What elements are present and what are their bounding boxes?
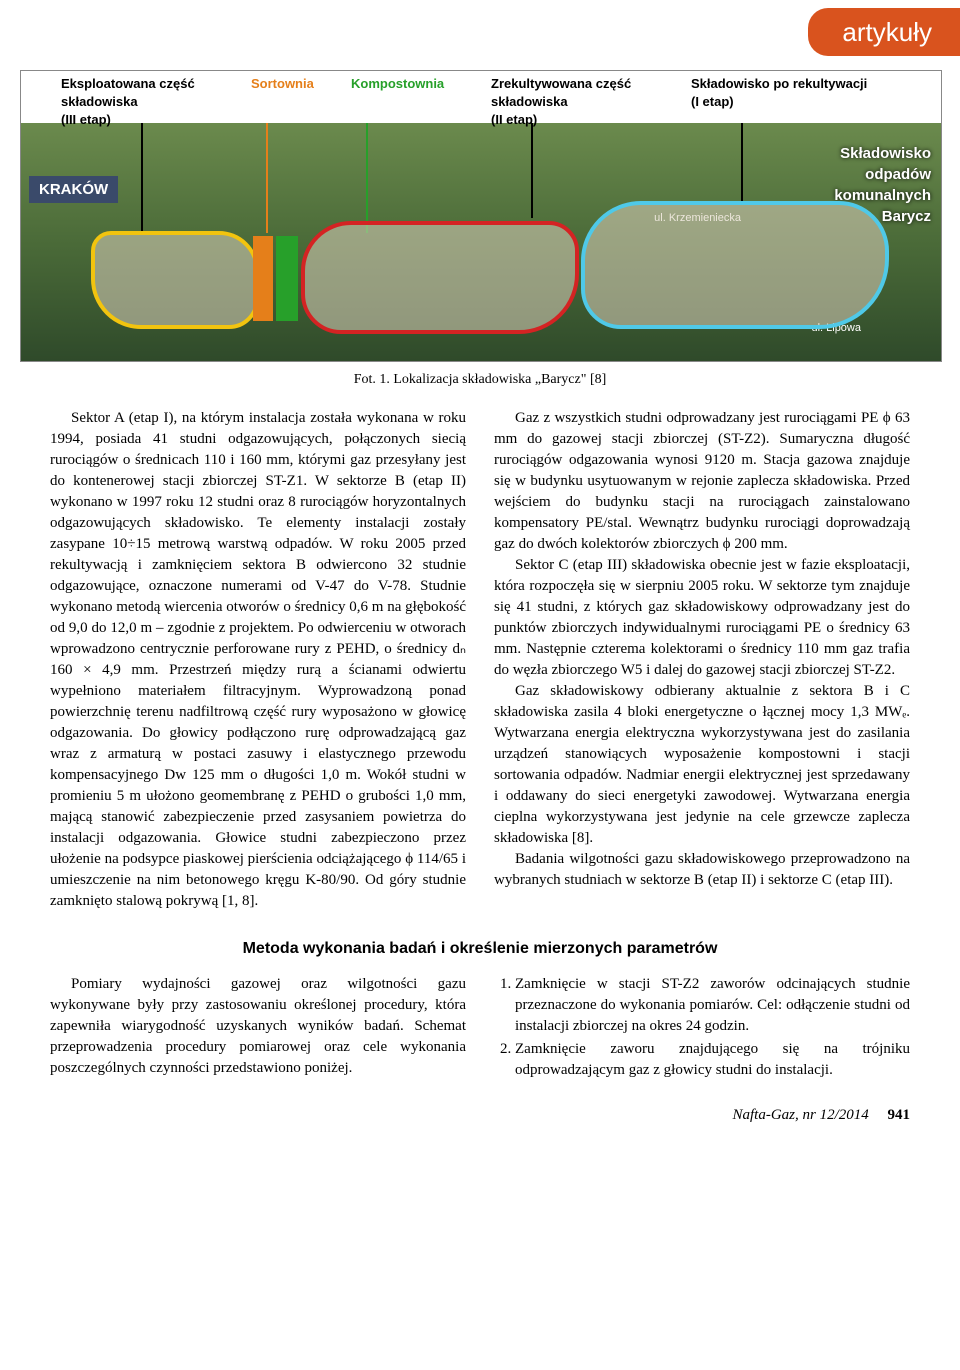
- figure-labels: Eksploatowana część składowiska (III eta…: [21, 71, 941, 123]
- method-item-2: Zamknięcie zaworu znajdującego się na tr…: [515, 1039, 910, 1081]
- method-list: Zamknięcie w stacji ST-Z2 zaworów odcina…: [494, 974, 910, 1081]
- zone-etap3: [91, 231, 259, 329]
- journal-ref: Nafta-Gaz, nr 12/2014: [732, 1107, 868, 1123]
- body-columns: Sektor A (etap I), na którym instalacja …: [0, 408, 960, 912]
- zone-kompostownia: [276, 236, 298, 321]
- city-label: KRAKÓW: [29, 176, 118, 203]
- zone-etap2: [301, 221, 579, 334]
- label-sortownia: Sortownia: [251, 75, 314, 93]
- left-paragraph: Sektor A (etap I), na którym instalacja …: [50, 408, 466, 912]
- method-right: Zamknięcie w stacji ST-Z2 zaworów odcina…: [494, 974, 910, 1083]
- label-etap2: Zrekultywowana część składowiska (II eta…: [491, 75, 631, 130]
- method-left-p: Pomiary wydajności gazowej oraz wilgotno…: [50, 974, 466, 1079]
- method-columns: Pomiary wydajności gazowej oraz wilgotno…: [0, 974, 960, 1083]
- figure-caption: Fot. 1. Lokalizacja składowiska „Barycz"…: [0, 370, 960, 390]
- right-p4: Badania wilgotności gazu składowiskowego…: [494, 849, 910, 891]
- method-item-1: Zamknięcie w stacji ST-Z2 zaworów odcina…: [515, 974, 910, 1037]
- page-number: 941: [888, 1107, 911, 1123]
- right-p3: Gaz składowiskowy odbierany aktualnie z …: [494, 681, 910, 849]
- label-etap3: Eksploatowana część składowiska (III eta…: [61, 75, 195, 130]
- label-etap1: Składowisko po rekultywacji (I etap): [691, 75, 867, 111]
- page-footer: Nafta-Gaz, nr 12/2014 941: [0, 1083, 960, 1140]
- right-p1: Gaz z wszystkich studni odprowadzany jes…: [494, 408, 910, 555]
- section-tab: artykuły: [808, 8, 960, 56]
- method-left: Pomiary wydajności gazowej oraz wilgotno…: [50, 974, 466, 1083]
- section-heading: Metoda wykonania badań i określenie mier…: [0, 938, 960, 960]
- zone-etap1: [581, 201, 889, 329]
- left-column: Sektor A (etap I), na którym instalacja …: [50, 408, 466, 912]
- aerial-photo: Eksploatowana część składowiska (III eta…: [20, 70, 942, 362]
- zone-sortownia: [253, 236, 273, 321]
- right-column: Gaz z wszystkich studni odprowadzany jes…: [494, 408, 910, 912]
- figure-1: Eksploatowana część składowiska (III eta…: [20, 70, 940, 362]
- label-kompostownia: Kompostownia: [351, 75, 444, 93]
- right-p2: Sektor C (etap III) składowiska obecnie …: [494, 555, 910, 681]
